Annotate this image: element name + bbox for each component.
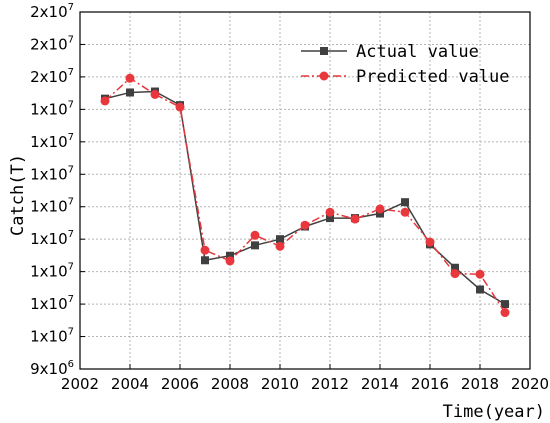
- y-tick-label: 2x107: [30, 67, 74, 86]
- data-point: [500, 308, 510, 318]
- x-tick-label: 2020: [511, 375, 549, 393]
- data-point: [251, 241, 259, 250]
- data-point: [325, 207, 335, 217]
- data-point: [201, 256, 209, 265]
- y-tick-label: 2x107: [30, 2, 74, 21]
- data-point: [175, 102, 185, 112]
- data-point: [476, 285, 484, 294]
- plot-frame: [79, 11, 531, 370]
- data-point: [475, 269, 485, 279]
- y-tick-label: 1x107: [30, 229, 74, 248]
- data-point: [376, 209, 384, 218]
- y-tick-label: 1x107: [30, 262, 74, 281]
- data-point: [276, 235, 284, 244]
- x-tick-label: 2012: [311, 375, 349, 393]
- data-point: [450, 269, 460, 279]
- data-point: [326, 214, 334, 223]
- data-point: [100, 96, 110, 106]
- data-point: [451, 263, 459, 272]
- data-point: [150, 89, 160, 99]
- data-point: [401, 198, 409, 207]
- y-tick-label: 1x107: [30, 164, 74, 183]
- x-tick-label: 2016: [411, 375, 449, 393]
- data-point: [300, 220, 310, 230]
- data-point: [501, 300, 509, 309]
- series-line: [104, 90, 506, 305]
- y-tick-label: 1x107: [30, 99, 74, 118]
- y-axis-title: Catch(T): [8, 154, 28, 236]
- x-tick-label: 2014: [361, 375, 399, 393]
- data-point: [250, 230, 260, 240]
- series-line: [104, 77, 506, 313]
- x-tick-label: 2008: [211, 375, 249, 393]
- y-tick-label: 1x107: [30, 294, 74, 313]
- data-point: [126, 88, 134, 97]
- data-point: [275, 241, 285, 251]
- y-tick-label: 2x107: [30, 34, 74, 53]
- y-tick-label: 1x107: [30, 132, 74, 151]
- x-tick-label: 2010: [261, 375, 299, 393]
- data-point: [425, 237, 435, 247]
- x-tick-label: 2004: [111, 375, 149, 393]
- series-0: [101, 87, 509, 309]
- legend: Actual value Predicted value: [301, 42, 510, 87]
- grid-lines: [80, 12, 530, 369]
- legend-predicted-circle-icon: [319, 71, 329, 81]
- x-axis-title: Time(year): [443, 402, 545, 422]
- data-point: [375, 204, 385, 214]
- x-tick-label: 2018: [461, 375, 499, 393]
- data-point: [350, 214, 360, 224]
- axis-ticks: 2002 2004 2006 2008 2010 2012 2014 2016 2018 2020…: [30, 2, 549, 393]
- y-tick-label: 1x107: [30, 327, 74, 346]
- data-point: [125, 73, 135, 83]
- y-tick-label: 9x106: [30, 359, 74, 378]
- data-point: [226, 251, 234, 260]
- x-tick-label: 2006: [161, 375, 199, 393]
- series-layer: [100, 73, 510, 318]
- y-tick-label: 1x107: [30, 197, 74, 216]
- data-point: [400, 207, 410, 217]
- data-point: [200, 245, 210, 255]
- x-tick-label: 2002: [61, 375, 99, 393]
- data-point: [225, 256, 235, 266]
- legend-actual-label: Actual value: [356, 42, 479, 62]
- legend-predicted-label: Predicted value: [356, 67, 510, 87]
- legend-actual-square-icon: [320, 47, 328, 55]
- series-1: [100, 73, 510, 318]
